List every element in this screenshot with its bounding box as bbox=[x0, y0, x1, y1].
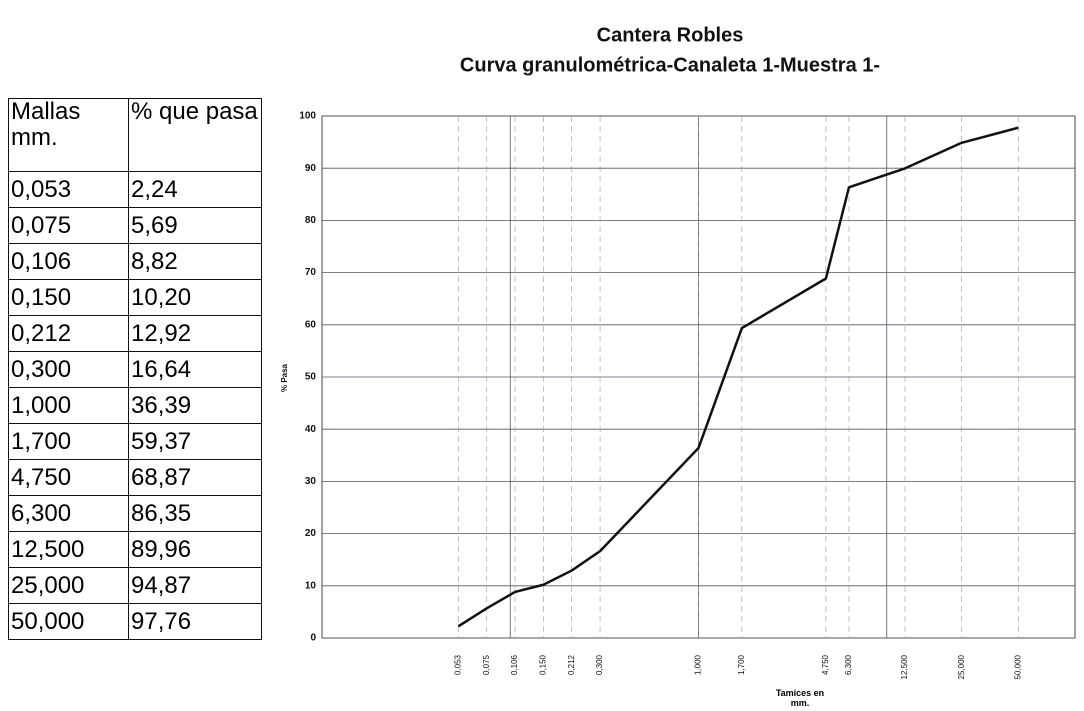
x-tick-label: 0,212 bbox=[567, 654, 576, 675]
table-cell: 1,700 bbox=[8, 423, 129, 460]
table-cell: 68,87 bbox=[128, 459, 262, 496]
x-tick-label: 0,300 bbox=[595, 654, 604, 675]
table-cell: 0,075 bbox=[8, 207, 129, 244]
data-line bbox=[457, 126, 1019, 628]
y-tick-label: 70 bbox=[305, 267, 317, 278]
table-cell: 10,20 bbox=[128, 279, 262, 316]
table-cell: 16,64 bbox=[128, 351, 262, 388]
y-axis-label: % Pasa bbox=[280, 363, 289, 392]
table-cell: 59,37 bbox=[128, 423, 262, 460]
table-cell: Mallas mm. bbox=[8, 98, 129, 172]
x-tick-label: 25,000 bbox=[957, 654, 966, 679]
table-cell: 2,24 bbox=[128, 171, 262, 208]
x-tick-label: 50,000 bbox=[1013, 654, 1022, 679]
x-tick-label: 0,150 bbox=[539, 654, 548, 675]
y-tick-label: 20 bbox=[305, 528, 317, 539]
table-cell: 86,35 bbox=[128, 495, 262, 532]
x-tick-label: 0,075 bbox=[482, 654, 491, 675]
data-table: Mallas mm.% que pasa 0,053 2,24 0,075 5,69 0,… bbox=[8, 98, 262, 640]
x-tick-label: 4,750 bbox=[821, 654, 830, 675]
x-tick-label: 1,700 bbox=[737, 654, 746, 675]
table-cell: 0,053 bbox=[8, 171, 129, 208]
table-cell: 5,69 bbox=[128, 207, 262, 244]
table-cell: 97,76 bbox=[128, 603, 262, 640]
y-tick-label: 50 bbox=[305, 372, 317, 383]
table-cell: 50,000 bbox=[8, 603, 129, 640]
table-cell: 8,82 bbox=[128, 243, 262, 280]
x-tick-label: 12,500 bbox=[900, 654, 909, 679]
x-axis-label: Tamices en mm. bbox=[775, 688, 825, 708]
y-tick-label: 60 bbox=[305, 319, 317, 330]
x-tick-label: 0,053 bbox=[453, 654, 462, 675]
table-cell: 89,96 bbox=[128, 531, 262, 568]
y-tick-label: 100 bbox=[299, 111, 316, 122]
table-cell: 4,750 bbox=[8, 459, 129, 496]
x-tick-label: 0,106 bbox=[510, 654, 519, 675]
table-cell: 6,300 bbox=[8, 495, 129, 532]
y-tick-label: 90 bbox=[305, 163, 317, 174]
table-cell: 0,106 bbox=[8, 243, 129, 280]
table-cell: 12,92 bbox=[128, 315, 262, 352]
chart-title: Cantera Robles bbox=[597, 24, 744, 46]
table-cell: 36,39 bbox=[128, 387, 262, 424]
y-tick-label: 80 bbox=[305, 215, 317, 226]
x-tick-label: 1,000 bbox=[694, 654, 703, 675]
table-cell: 12,500 bbox=[8, 531, 129, 568]
y-tick-label: 0 bbox=[310, 633, 316, 644]
y-tick-label: 40 bbox=[305, 424, 317, 435]
y-tick-label: 10 bbox=[305, 580, 317, 591]
y-tick-label: 30 bbox=[305, 476, 317, 487]
table-cell: 94,87 bbox=[128, 567, 262, 604]
table-cell: 0,150 bbox=[8, 279, 129, 316]
chart-subtitle: Curva granulométrica-Canaleta 1-Muestra … bbox=[460, 54, 880, 76]
table-cell: 0,212 bbox=[8, 315, 129, 352]
table-cell: 1,000 bbox=[8, 387, 129, 424]
x-tick-label: 6,300 bbox=[844, 654, 853, 675]
table-cell: 25,000 bbox=[8, 567, 129, 604]
